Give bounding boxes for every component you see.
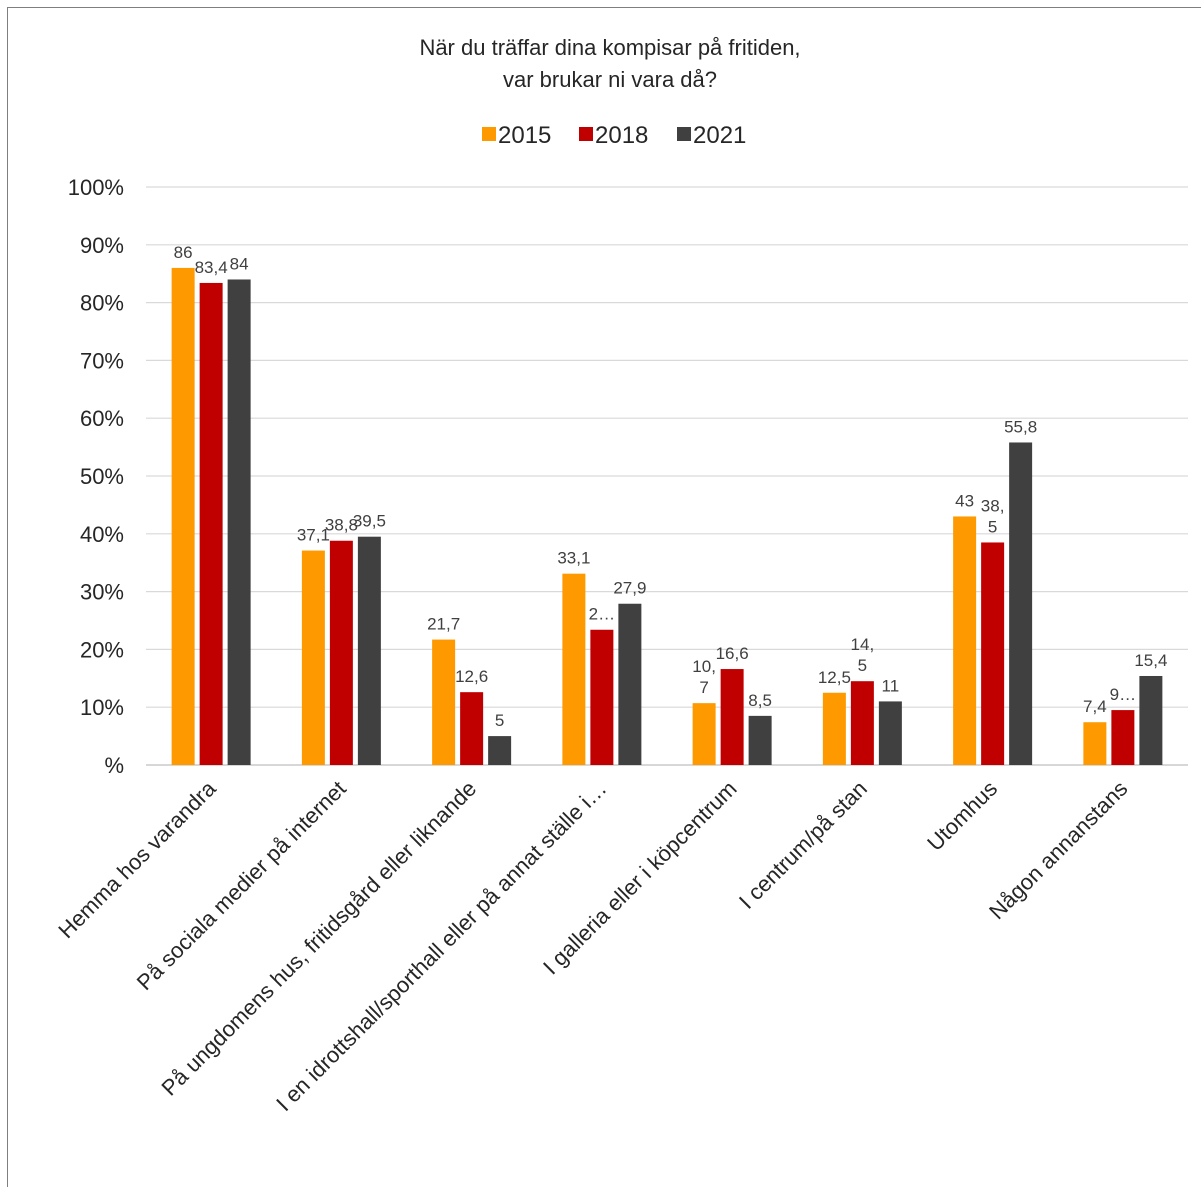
y-tick-label: 10% [80,695,124,720]
data-label: 5 [495,711,504,730]
y-tick-label: 70% [80,348,124,373]
data-label: 86 [174,243,193,262]
data-label: 12,5 [818,668,851,687]
legend: 2015 2018 2021 [482,122,746,149]
y-tick-label: 100% [68,175,124,200]
bar-2021 [357,536,381,765]
bar-2018 [981,542,1005,765]
bar-2015 [432,639,456,765]
data-label: 84 [230,254,249,273]
bar-2015 [953,516,977,765]
legend-item-2018: 2018 [579,122,648,149]
data-label: 7 [699,678,708,697]
data-label: 27,9 [613,579,646,598]
data-label: 83,4 [195,258,228,277]
bar-2021 [618,603,642,765]
data-label: 2… [589,605,615,624]
y-tick-label: 50% [80,464,124,489]
chart-title-line-2: var brukar ni vara då? [503,67,717,92]
category-label: På sociala medier på internet [132,776,351,995]
bar-2015 [562,573,586,765]
data-label: 16,6 [716,644,749,663]
data-label: 8,5 [748,691,772,710]
bar-2021 [1009,442,1033,765]
bar-2021 [1139,675,1163,765]
data-label: 14, [851,635,875,654]
y-tick-label: 60% [80,406,124,431]
y-tick-label: % [104,753,124,778]
data-label: 21,7 [427,615,460,634]
data-label: 38,8 [325,516,358,535]
bar-2015 [171,267,195,765]
bar-2018 [590,629,614,765]
bar-2018 [329,540,353,765]
y-tick-label: 80% [80,291,124,316]
data-label: 37,1 [297,526,330,545]
data-label: 12,6 [455,667,488,686]
legend-label: 2015 [498,122,551,149]
y-tick-label: 90% [80,233,124,258]
bar-2015 [301,550,325,765]
legend-swatch [482,127,496,141]
legend-label: 2021 [693,122,746,149]
data-label: 33,1 [557,549,590,568]
data-label: 10, [692,657,716,676]
bar-2015 [1083,722,1107,765]
bar-2018 [199,282,223,765]
data-label: 15,4 [1134,651,1167,670]
chart-title-line-1: När du träffar dina kompisar på fritiden… [419,35,800,60]
y-tick-label: 30% [80,580,124,605]
chart-frame [7,7,1201,1187]
data-label: 5 [858,656,867,675]
bar-2015 [822,692,846,765]
y-axis: % 10% 20% 30% 40% 50% 60% 70% 80% 90% 100% [68,175,124,778]
y-tick-label: 20% [80,637,124,662]
data-label: 43 [955,491,974,510]
legend-swatch [677,127,691,141]
data-label: 55,8 [1004,417,1037,436]
bar-2021 [488,736,512,765]
legend-item-2015: 2015 [482,122,551,149]
bar-2018 [850,681,874,765]
y-tick-label: 40% [80,522,124,547]
bar-2021 [227,279,251,765]
data-label: 39,5 [353,512,386,531]
bar-2021 [878,701,902,765]
legend-label: 2018 [595,122,648,149]
data-label: 11 [882,676,900,695]
bar-2018 [1111,710,1135,765]
bars [171,267,1163,765]
bar-2021 [748,715,772,765]
legend-swatch [579,127,593,141]
category-label: Någon annanstans [984,776,1132,924]
category-label: I centrum/på stan [734,776,872,914]
category-label: Utomhus [922,776,1002,856]
chart-title: När du träffar dina kompisar på fritiden… [419,35,800,92]
bar-2015 [692,703,716,765]
bar-2018 [460,692,484,765]
bar-2018 [720,669,744,765]
data-label: 38, [981,496,1005,515]
data-label: 9… [1110,685,1136,704]
legend-item-2021: 2021 [677,122,746,149]
data-label: 7,4 [1083,697,1107,716]
data-label: 5 [988,517,997,536]
